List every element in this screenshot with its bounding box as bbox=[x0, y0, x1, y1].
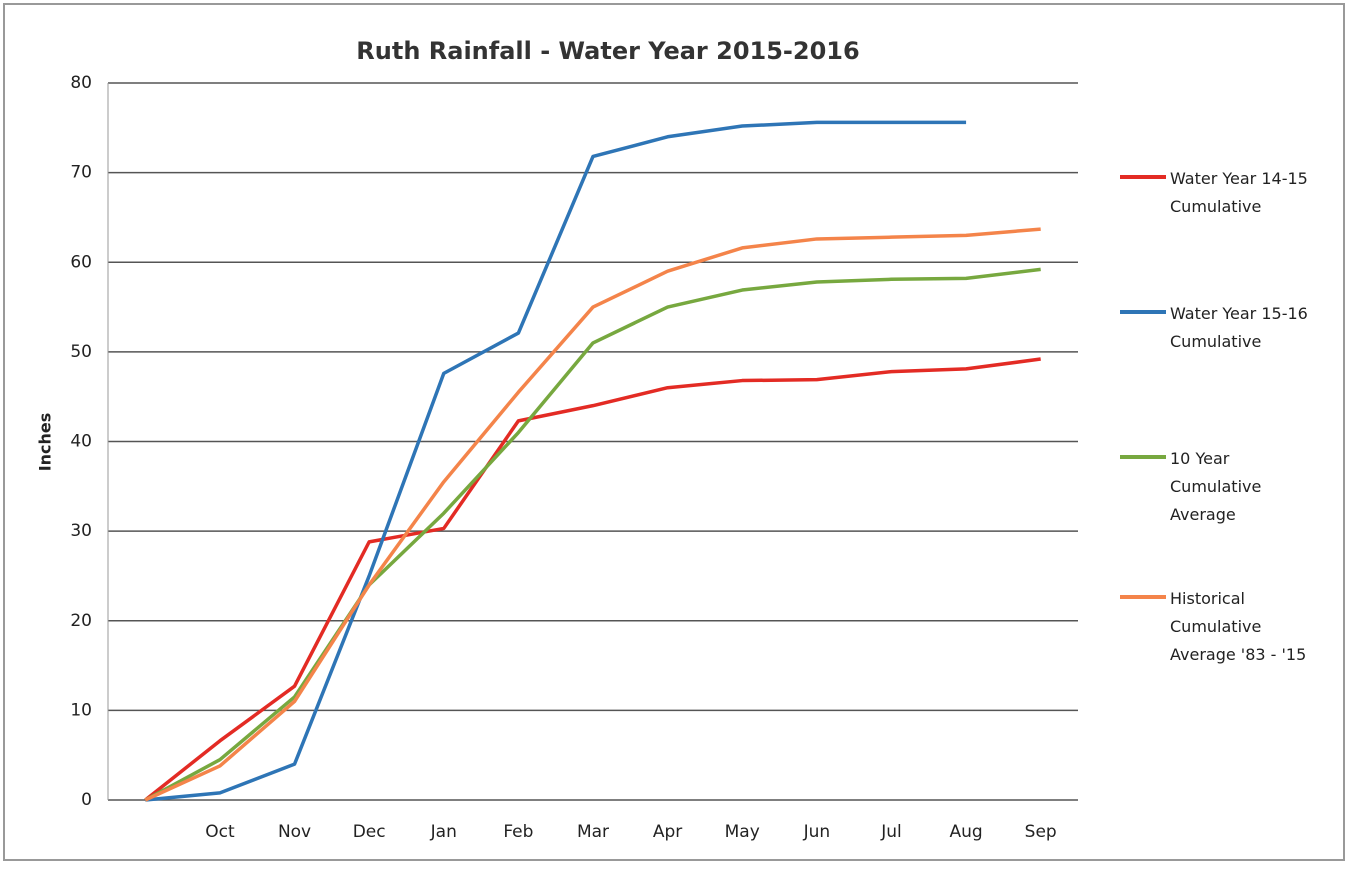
x-tick-label: Dec bbox=[353, 822, 386, 842]
legend-swatch bbox=[1120, 310, 1166, 314]
series-line bbox=[145, 120, 967, 802]
y-tick-label: 20 bbox=[70, 611, 92, 631]
series-line bbox=[144, 227, 1041, 802]
y-tick-label: 40 bbox=[70, 432, 92, 452]
legend-swatch bbox=[1120, 455, 1166, 459]
y-tick-label: 30 bbox=[70, 521, 92, 541]
y-tick-label: 10 bbox=[70, 700, 92, 720]
legend-swatch bbox=[1120, 175, 1166, 179]
series-line bbox=[144, 267, 1041, 802]
x-tick-label: Sep bbox=[1025, 822, 1057, 842]
x-tick-label: Jan bbox=[430, 822, 457, 842]
legend-label: Water Year 15-16 Cumulative bbox=[1170, 304, 1308, 351]
x-tick-label: Nov bbox=[278, 822, 311, 842]
x-tick-label: Jun bbox=[803, 822, 831, 842]
x-tick-label: Mar bbox=[577, 822, 609, 842]
chart-title: Ruth Rainfall - Water Year 2015-2016 bbox=[356, 37, 859, 65]
y-tick-label: 0 bbox=[81, 790, 92, 810]
y-tick-label: 70 bbox=[70, 163, 92, 183]
legend-label: Historical Cumulative Average '83 - '15 bbox=[1170, 589, 1307, 664]
legend-label: Water Year 14-15 Cumulative bbox=[1170, 169, 1308, 216]
y-tick-label: 50 bbox=[70, 342, 92, 362]
x-tick-label: May bbox=[725, 822, 760, 842]
y-axis-label: Inches bbox=[36, 413, 55, 472]
legend-swatch bbox=[1120, 595, 1166, 599]
x-tick-label: Feb bbox=[503, 822, 533, 842]
x-tick-label: Apr bbox=[653, 822, 682, 842]
y-tick-label: 80 bbox=[70, 73, 92, 93]
x-tick-label: Oct bbox=[205, 822, 235, 842]
x-tick-label: Aug bbox=[949, 822, 982, 842]
x-tick-label: Jul bbox=[880, 822, 902, 842]
series-line bbox=[144, 357, 1041, 802]
chart-frame bbox=[3, 3, 1345, 861]
y-tick-label: 60 bbox=[70, 252, 92, 272]
legend-label: 10 Year Cumulative Average bbox=[1170, 449, 1262, 524]
